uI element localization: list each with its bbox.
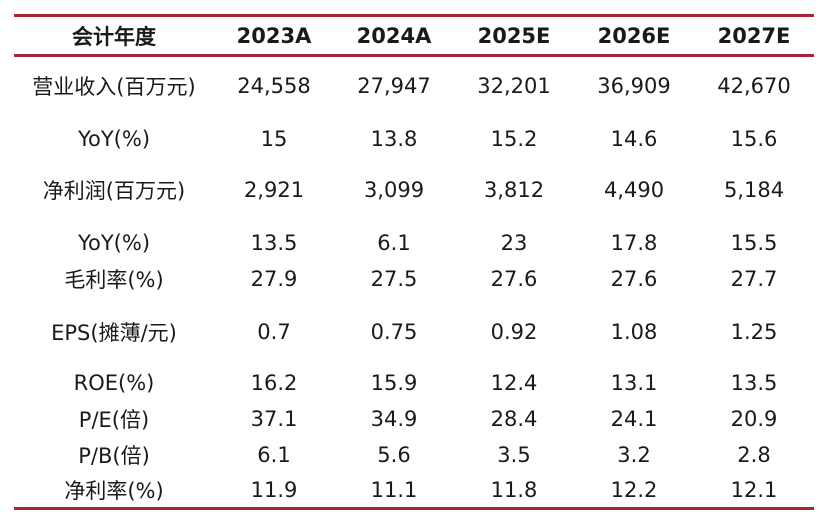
row-value: 3,812 — [483, 178, 545, 202]
top-rule — [14, 14, 814, 17]
row-value: 0.7 — [257, 320, 291, 344]
table-row: P/B(倍) 6.1 5.6 3.5 3.2 2.8 — [14, 437, 814, 473]
table-row: 营业收入(百万元) 24,558 27,947 32,201 36,909 42… — [14, 67, 814, 105]
header-label: 会计年度 — [72, 24, 156, 49]
header-year: 2026E — [597, 23, 671, 48]
header-year: 2027E — [717, 23, 791, 48]
row-value: 24.1 — [610, 407, 658, 431]
row-value: 11.9 — [250, 478, 298, 502]
row-value: 13.8 — [370, 127, 418, 151]
row-value: 12.2 — [610, 478, 658, 502]
table-row: EPS(摊薄/元) 0.7 0.75 0.92 1.08 1.25 — [14, 313, 814, 351]
row-value: 24,558 — [237, 74, 311, 98]
row-value: 23 — [500, 231, 528, 255]
row-value: 2,921 — [243, 178, 305, 202]
row-value: 32,201 — [477, 74, 551, 98]
row-value: 5.6 — [377, 443, 411, 467]
row-value: 14.6 — [610, 127, 658, 151]
row-value: 2.8 — [737, 443, 771, 467]
row-label: 毛利率(%) — [64, 268, 164, 292]
row-value: 42,670 — [717, 74, 791, 98]
row-value: 27.6 — [490, 267, 538, 291]
row-label: P/E(倍) — [78, 408, 150, 432]
row-value: 27.6 — [610, 267, 658, 291]
header-rule — [14, 54, 814, 57]
row-value: 16.2 — [250, 371, 298, 395]
row-value: 15.9 — [370, 371, 418, 395]
table-row: 毛利率(%) 27.9 27.5 27.6 27.6 27.7 — [14, 261, 814, 297]
row-value: 13.1 — [610, 371, 658, 395]
bottom-rule — [14, 507, 814, 510]
row-value: 13.5 — [250, 231, 298, 255]
row-value: 6.1 — [257, 443, 291, 467]
row-value: 12.4 — [490, 371, 538, 395]
row-value: 28.4 — [490, 407, 538, 431]
row-value: 15 — [260, 127, 288, 151]
row-value: 0.75 — [370, 320, 418, 344]
row-value: 36,909 — [597, 74, 671, 98]
row-value: 37.1 — [250, 407, 298, 431]
table-row: YoY(%) 13.5 6.1 23 17.8 15.5 — [14, 225, 814, 261]
row-value: 17.8 — [610, 231, 658, 255]
row-label: YoY(%) — [77, 127, 151, 151]
row-value: 27.7 — [730, 267, 778, 291]
row-value: 6.1 — [377, 231, 411, 255]
table-row: YoY(%) 15 13.8 15.2 14.6 15.6 — [14, 120, 814, 158]
row-value: 12.1 — [730, 478, 778, 502]
row-value: 5,184 — [723, 178, 785, 202]
row-value: 1.25 — [730, 320, 778, 344]
row-label: 净利润(百万元) — [42, 179, 186, 203]
row-value: 13.5 — [730, 371, 778, 395]
row-value: 4,490 — [603, 178, 665, 202]
row-value: 3.5 — [497, 443, 531, 467]
row-value: 3,099 — [363, 178, 425, 202]
financial-forecast-table: 会计年度 2023A 2024A 2025E 2026E 2027E 营业收入(… — [14, 14, 814, 510]
table-row: P/E(倍) 37.1 34.9 28.4 24.1 20.9 — [14, 401, 814, 437]
header-row: 会计年度 2023A 2024A 2025E 2026E 2027E — [14, 17, 814, 54]
row-value: 15.2 — [490, 127, 538, 151]
row-value: 27,947 — [357, 74, 431, 98]
table-row: ROE(%) 16.2 15.9 12.4 13.1 13.5 — [14, 365, 814, 401]
row-value: 27.5 — [370, 267, 418, 291]
header-year: 2023A — [236, 23, 312, 48]
row-label: P/B(倍) — [78, 444, 150, 468]
header-year: 2024A — [356, 23, 432, 48]
row-value: 27.9 — [250, 267, 298, 291]
row-value: 3.2 — [617, 443, 651, 467]
row-label: ROE(%) — [73, 371, 155, 395]
header-year: 2025E — [477, 23, 551, 48]
row-value: 15.5 — [730, 231, 778, 255]
table-row: 净利率(%) 11.9 11.1 11.8 12.2 12.1 — [14, 473, 814, 507]
row-value: 0.92 — [490, 320, 538, 344]
row-label: YoY(%) — [77, 231, 151, 255]
row-value: 1.08 — [610, 320, 658, 344]
row-value: 11.1 — [370, 478, 418, 502]
row-value: 20.9 — [730, 407, 778, 431]
row-label: EPS(摊薄/元) — [51, 321, 177, 345]
row-value: 15.6 — [730, 127, 778, 151]
row-value: 34.9 — [370, 407, 418, 431]
row-label: 净利率(%) — [64, 479, 164, 503]
row-label: 营业收入(百万元) — [32, 75, 196, 99]
row-value: 11.8 — [490, 478, 538, 502]
table-row: 净利润(百万元) 2,921 3,099 3,812 4,490 5,184 — [14, 171, 814, 209]
